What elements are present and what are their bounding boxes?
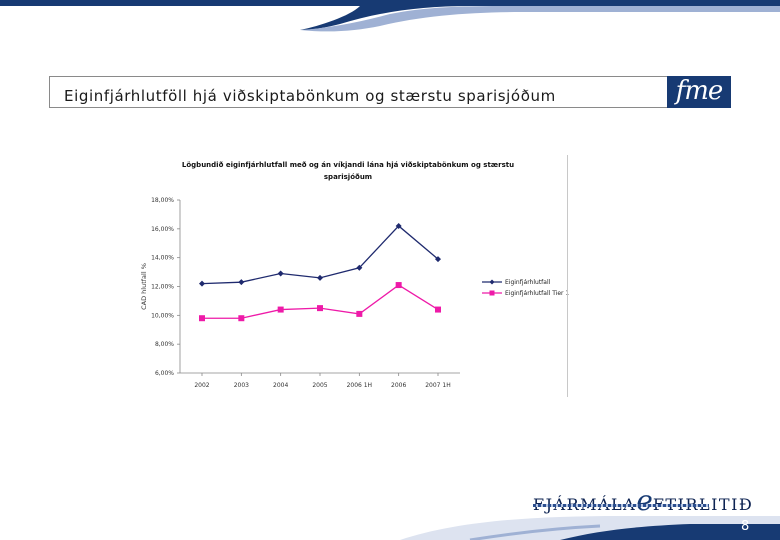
data-point-diamond [238, 279, 245, 286]
data-point-diamond [199, 280, 205, 287]
legend-marker [489, 290, 495, 296]
y-tick-label: 12,00% [151, 284, 174, 291]
brand-e: e [636, 484, 653, 517]
y-tick-label: 16,00% [151, 226, 174, 233]
series-group [199, 222, 441, 322]
y-tick-label: 6,00% [155, 370, 174, 377]
data-point-diamond [395, 222, 402, 229]
data-point-diamond [317, 274, 323, 281]
footer-decoration [400, 516, 780, 540]
data-point-square [199, 315, 205, 322]
data-point-square [317, 305, 323, 312]
data-point-diamond [277, 270, 284, 277]
legend-group: Eiginfjárhlutfall Eiginfjárhlutfall Tier … [482, 279, 569, 297]
y-tick-label: 18,00% [151, 197, 174, 204]
data-point-square [435, 306, 441, 313]
x-tick-label: 2003 [234, 382, 249, 389]
x-tick-label: 2005 [312, 382, 327, 389]
y-axis-label: CAD hlutfall % [140, 263, 148, 310]
data-point-diamond [435, 256, 441, 263]
data-point-square [277, 306, 284, 313]
legend-marker [489, 279, 495, 285]
series-line [202, 284, 439, 319]
legend-label: Eiginfjárhlutfall [505, 279, 551, 286]
x-tick-label: 2006 1H [347, 382, 373, 389]
slide-title-box: Eiginfjárhlutföll hjá viðskiptabönkum og… [49, 76, 731, 108]
axes-group: 18,00% 16,00% 14,00% 12,00% 10,00% 8,00% 6,00%… [151, 197, 460, 389]
slide-title: Eiginfjárhlutföll hjá viðskiptabönkum og… [64, 87, 556, 105]
legend-label: Eiginfjárhlutfall Tier 1 [505, 290, 569, 297]
brand-rule [533, 504, 709, 507]
chart-title-group: Lögbundið eiginfjárhlutfall með og án ví… [182, 161, 514, 181]
page-number: 8 [741, 519, 750, 534]
y-tick-label: 10,00% [151, 312, 174, 319]
line-chart: Lögbundið eiginfjárhlutfall með og án ví… [140, 161, 569, 389]
x-tick-label: 2007 1H [425, 382, 451, 389]
data-point-square [395, 282, 402, 289]
chart-title-line: sparisjóðum [324, 173, 372, 181]
y-tick-label: 8,00% [155, 341, 174, 348]
y-tick-label: 14,00% [151, 255, 174, 262]
x-tick-label: 2006 [391, 382, 406, 389]
x-tick-label: 2004 [273, 382, 288, 389]
data-point-square [356, 310, 363, 317]
fjarmalaeftirlitid-logo: FJÁRMÁLAeFTIRLITIÐ [533, 478, 752, 517]
header-decoration [0, 0, 780, 32]
data-point-square [238, 315, 245, 322]
fme-logo: fme [667, 76, 731, 108]
y-axis-label-group: CAD hlutfall % [140, 263, 148, 310]
data-point-diamond [356, 264, 363, 271]
chart-title-line: Lögbundið eiginfjárhlutfall með og án ví… [182, 161, 514, 169]
x-tick-label: 2002 [194, 382, 209, 389]
chart-divider [567, 155, 568, 397]
